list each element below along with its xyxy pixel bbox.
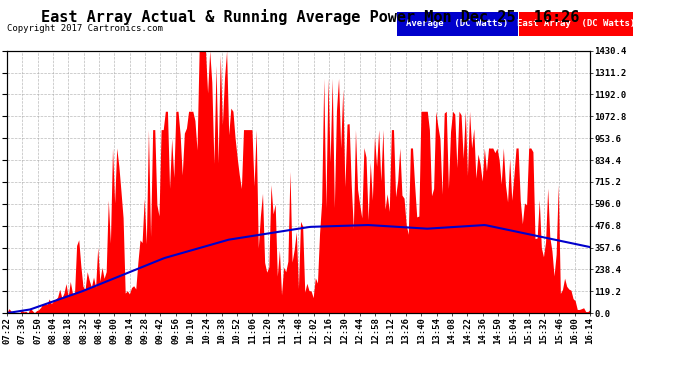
Text: East Array Actual & Running Average Power Mon Dec 25  16:26: East Array Actual & Running Average Powe… [41, 9, 580, 26]
Text: Average  (DC Watts): Average (DC Watts) [406, 20, 509, 28]
Text: Copyright 2017 Cartronics.com: Copyright 2017 Cartronics.com [7, 24, 163, 33]
Text: East Array  (DC Watts): East Array (DC Watts) [517, 20, 635, 28]
